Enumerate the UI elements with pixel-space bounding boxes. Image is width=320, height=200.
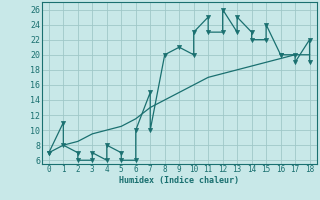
X-axis label: Humidex (Indice chaleur): Humidex (Indice chaleur) <box>119 176 239 185</box>
